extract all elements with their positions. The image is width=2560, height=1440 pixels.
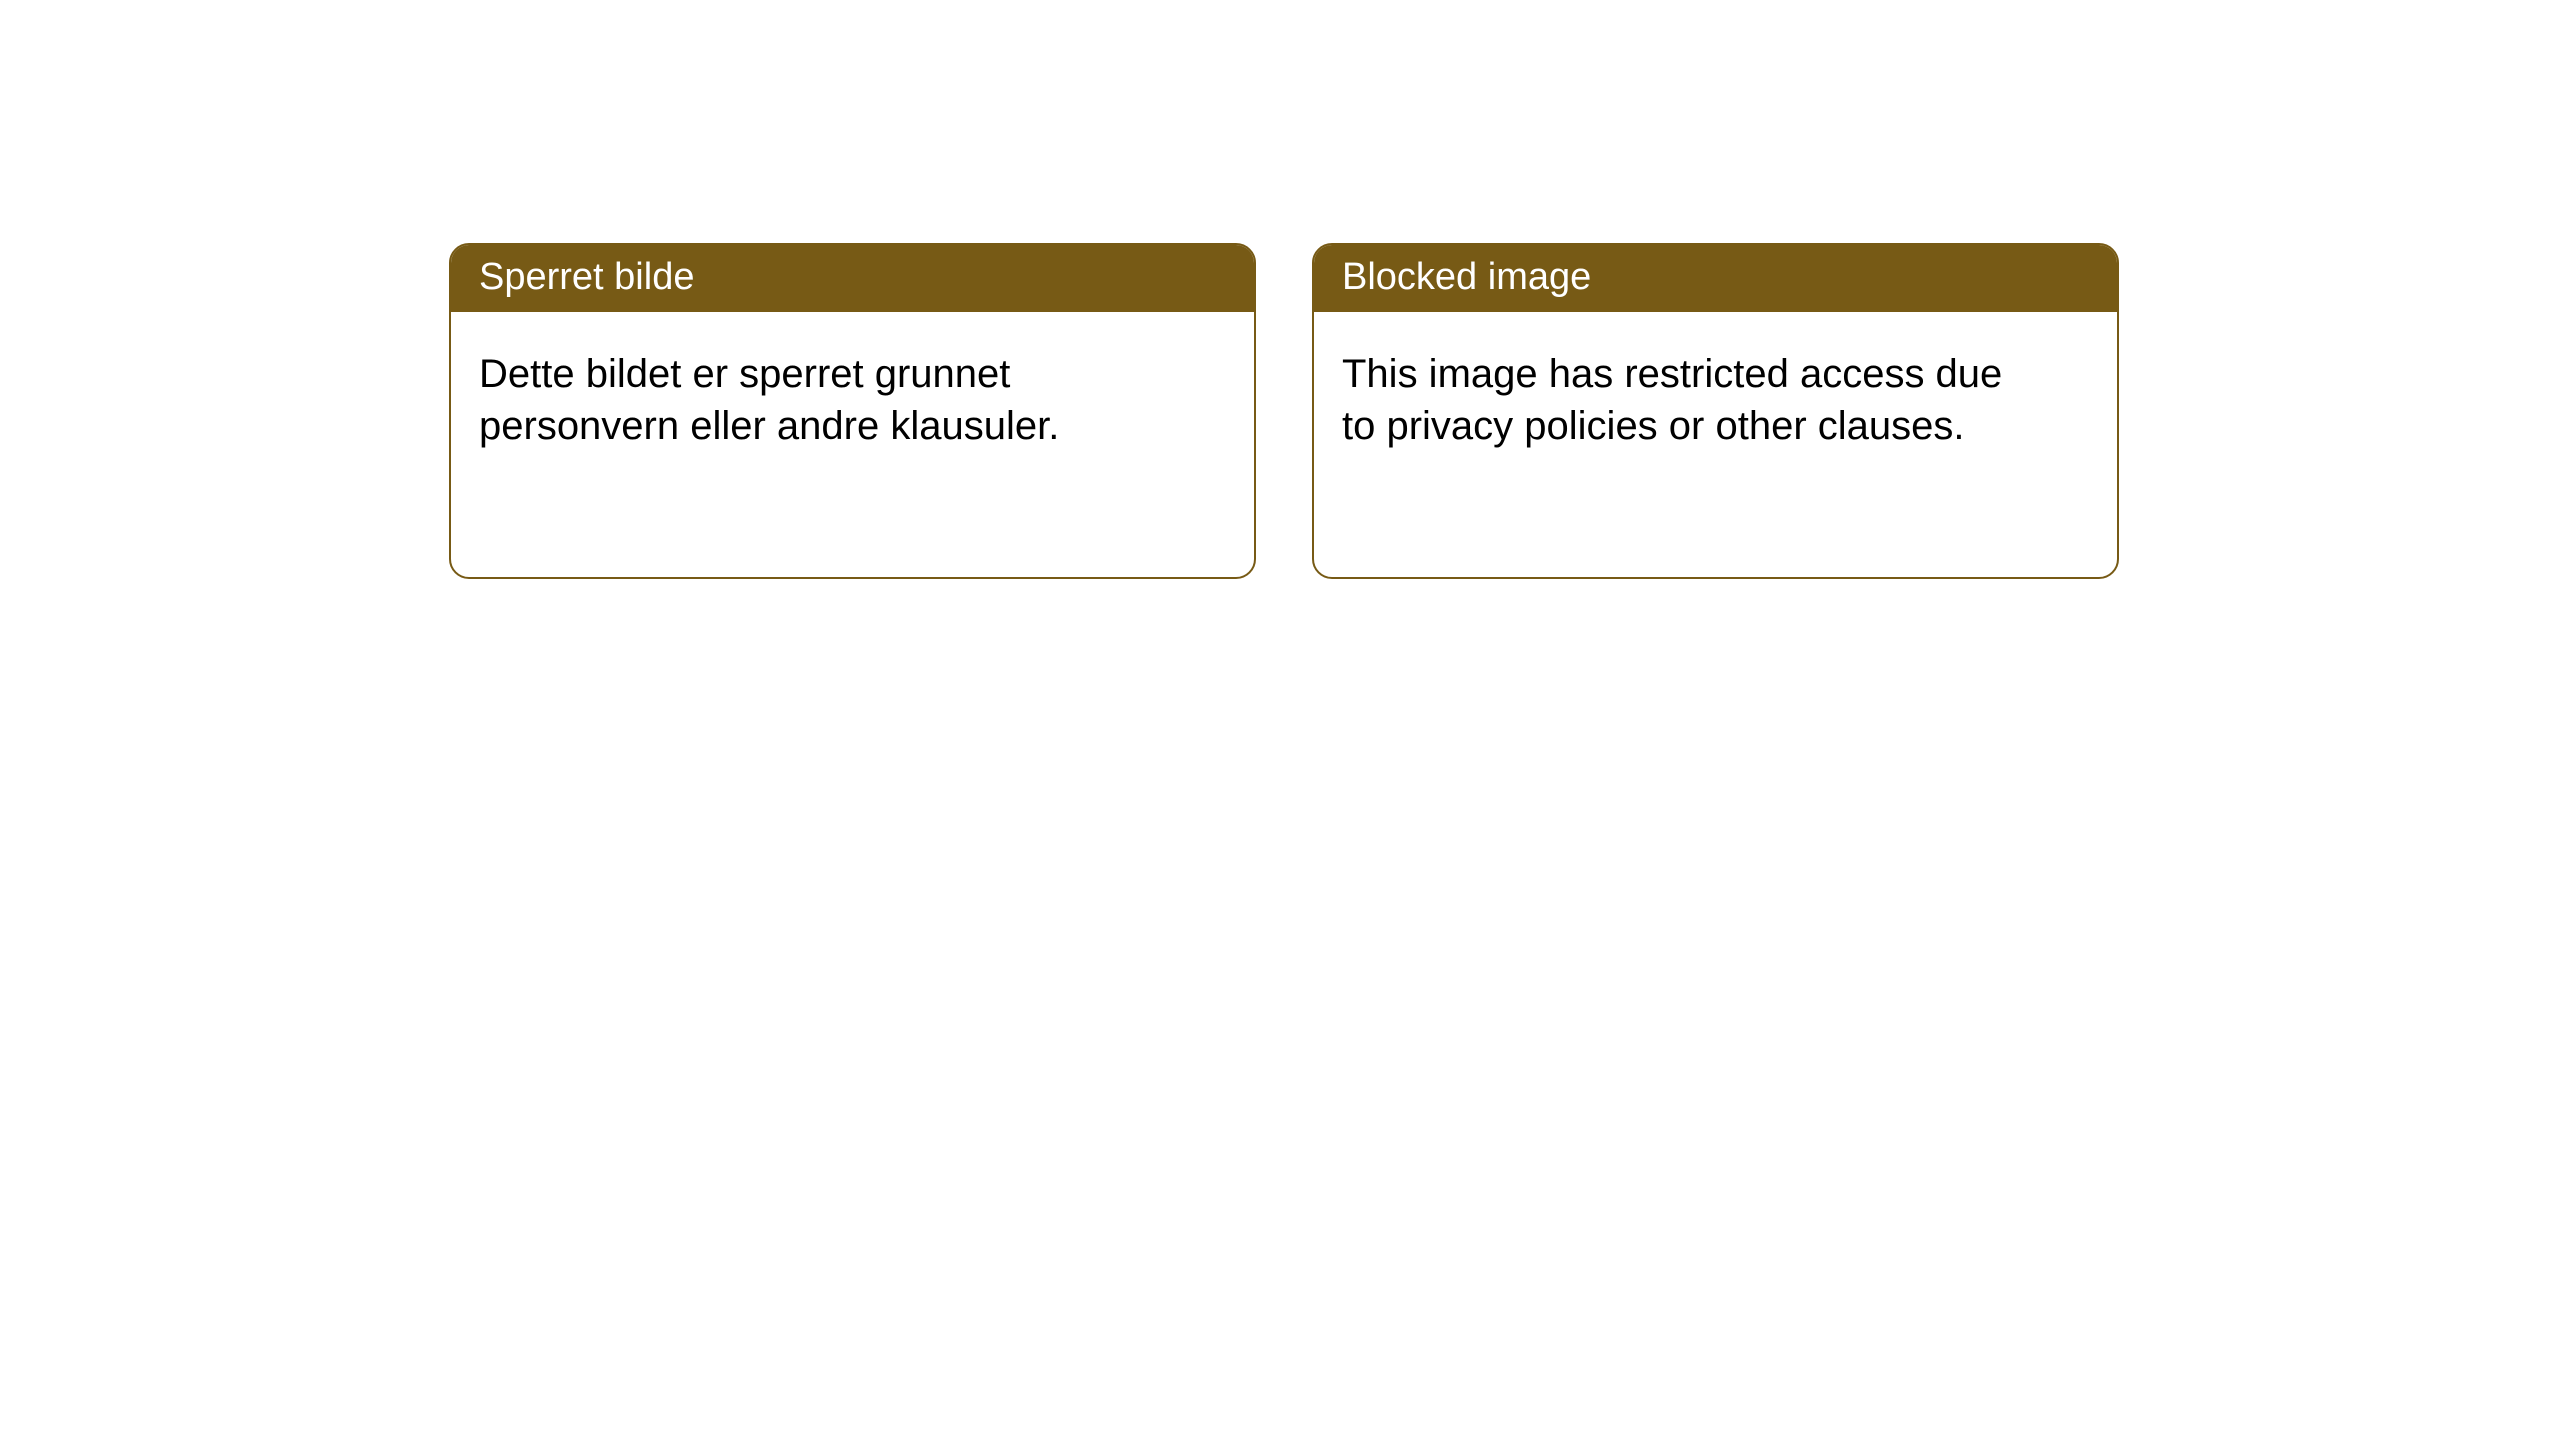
notice-title-norwegian: Sperret bilde	[451, 245, 1254, 312]
notice-card-norwegian: Sperret bilde Dette bildet er sperret gr…	[449, 243, 1256, 579]
notice-container: Sperret bilde Dette bildet er sperret gr…	[0, 0, 2560, 579]
notice-body-english: This image has restricted access due to …	[1314, 312, 2034, 488]
notice-body-norwegian: Dette bildet er sperret grunnet personve…	[451, 312, 1171, 488]
notice-card-english: Blocked image This image has restricted …	[1312, 243, 2119, 579]
notice-title-english: Blocked image	[1314, 245, 2117, 312]
